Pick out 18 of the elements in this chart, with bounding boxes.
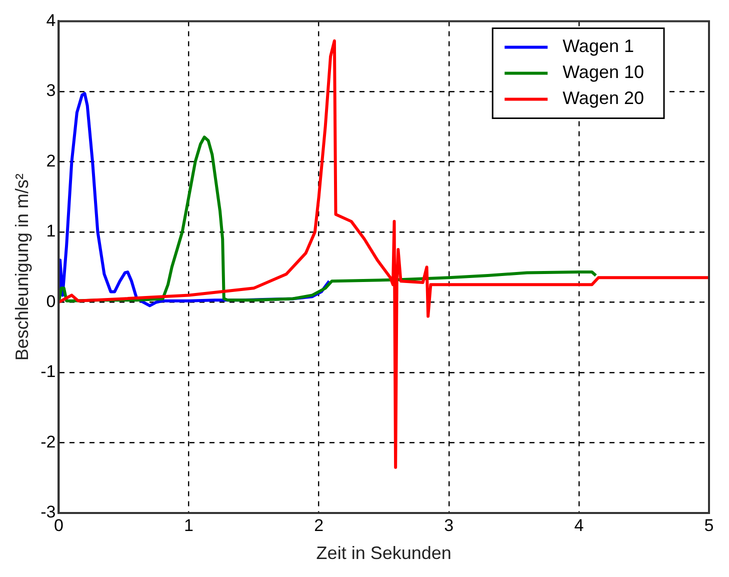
x-axis-title: Zeit in Sekunden (316, 543, 452, 564)
y-tick-label: -1 (40, 362, 56, 382)
x-tick-label: 2 (314, 516, 324, 535)
y-axis-title: Beschleunigung in m/s² (12, 174, 32, 361)
y-tick-label: -2 (40, 432, 56, 452)
legend-label: Wagen 10 (562, 62, 644, 82)
legend-label: Wagen 1 (562, 36, 634, 56)
x-tick-label: 5 (704, 516, 714, 535)
y-tick-label: 1 (46, 222, 56, 241)
legend-label: Wagen 20 (562, 88, 644, 108)
y-tick-label: 4 (46, 10, 56, 30)
y-tick-label: 0 (46, 292, 56, 311)
y-tick-label: 2 (46, 151, 56, 170)
x-tick-label: 1 (184, 516, 194, 535)
x-tick-label: 4 (574, 516, 584, 535)
x-tick-label: 3 (444, 516, 454, 535)
y-tick-label: 3 (46, 81, 56, 100)
y-tick-label: -3 (40, 502, 56, 522)
